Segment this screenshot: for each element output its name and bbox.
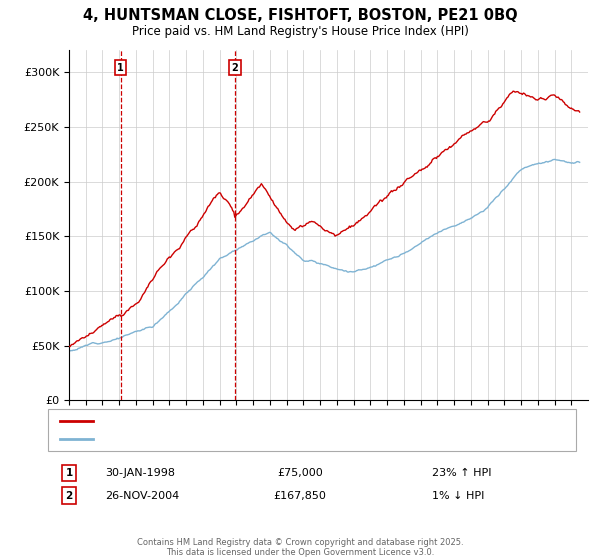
Text: £75,000: £75,000: [277, 468, 323, 478]
Text: 1% ↓ HPI: 1% ↓ HPI: [432, 491, 484, 501]
Text: 26-NOV-2004: 26-NOV-2004: [105, 491, 179, 501]
Text: 30-JAN-1998: 30-JAN-1998: [105, 468, 175, 478]
Text: 1: 1: [117, 63, 124, 73]
Text: HPI: Average price, detached house, Boston: HPI: Average price, detached house, Bost…: [97, 434, 326, 444]
Text: 1: 1: [65, 468, 73, 478]
Text: Contains HM Land Registry data © Crown copyright and database right 2025.
This d: Contains HM Land Registry data © Crown c…: [137, 538, 463, 557]
Text: Price paid vs. HM Land Registry's House Price Index (HPI): Price paid vs. HM Land Registry's House …: [131, 25, 469, 38]
Text: 23% ↑ HPI: 23% ↑ HPI: [432, 468, 491, 478]
Text: 4, HUNTSMAN CLOSE, FISHTOFT, BOSTON, PE21 0BQ (detached house): 4, HUNTSMAN CLOSE, FISHTOFT, BOSTON, PE2…: [97, 416, 467, 426]
Text: 4, HUNTSMAN CLOSE, FISHTOFT, BOSTON, PE21 0BQ: 4, HUNTSMAN CLOSE, FISHTOFT, BOSTON, PE2…: [83, 8, 517, 24]
Text: 2: 2: [232, 63, 238, 73]
Text: £167,850: £167,850: [274, 491, 326, 501]
Text: 2: 2: [65, 491, 73, 501]
